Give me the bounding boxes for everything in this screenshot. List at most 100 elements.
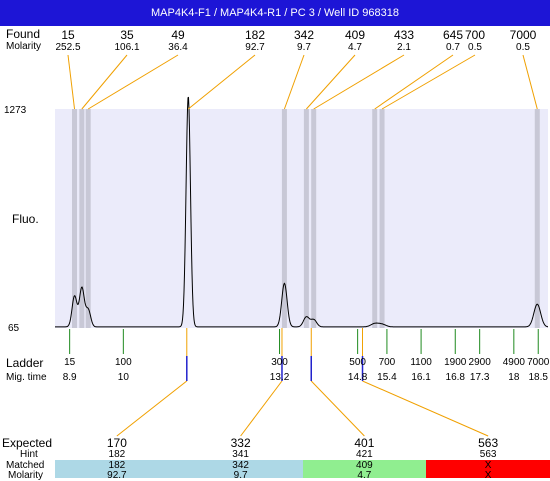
found-connector-342 <box>283 54 305 110</box>
expected-size-170: 170 <box>106 436 127 450</box>
found-connector-409 <box>306 54 356 110</box>
ladder-time-500: 14.8 <box>347 372 368 383</box>
found-size-645: 645 <box>442 28 464 42</box>
expected-label: Expected <box>2 436 53 450</box>
found-connector-433 <box>313 54 405 110</box>
peak-band-409 <box>303 109 309 328</box>
expected-size-332: 332 <box>230 436 251 450</box>
ladder-time-2900: 17.3 <box>469 372 490 383</box>
matched-status-band <box>55 460 550 478</box>
y-max-tick: 1273 <box>4 105 27 116</box>
peak-band-645 <box>372 109 378 328</box>
ladder-size-1900: 1900 <box>444 357 467 368</box>
found-connector-49 <box>87 54 179 110</box>
mig-time-label: Mig. time <box>6 372 47 383</box>
ladder-time-15: 8.9 <box>62 372 77 383</box>
found-molarity-182: 92.7 <box>245 42 265 53</box>
found-size-15: 15 <box>61 28 75 42</box>
matched-size-563: X <box>484 460 492 471</box>
found-connector-7000 <box>522 54 538 110</box>
peak-band-49 <box>85 109 91 328</box>
found-connector-645 <box>374 54 454 110</box>
molarity-label: Molarity <box>6 41 42 52</box>
found-molarity-35: 106.1 <box>114 42 140 53</box>
peak-band-342 <box>281 109 287 328</box>
found-molarity-342: 9.7 <box>297 42 311 53</box>
matched-molarity-332: 9.7 <box>233 470 248 481</box>
found-label: Found <box>6 27 41 41</box>
peak-band-433 <box>311 109 317 328</box>
expected-connector-563 <box>362 380 489 437</box>
found-size-49: 49 <box>171 28 185 42</box>
fluorescence-trace <box>55 96 548 328</box>
matched-molarity-563: X <box>484 470 492 481</box>
found-connector-35 <box>81 54 128 110</box>
match-status-401 <box>302 460 427 478</box>
found-size-182: 182 <box>244 28 266 42</box>
ladder-size-500: 500 <box>349 357 366 368</box>
title-bar <box>0 0 550 26</box>
found-molarity-49: 36.4 <box>168 42 188 53</box>
matched-size-332: 342 <box>232 460 249 471</box>
expected-connector-170 <box>116 380 188 437</box>
ladder-size-100: 100 <box>114 357 132 368</box>
plot-area <box>55 109 548 328</box>
expected-size-401: 401 <box>354 436 375 450</box>
matched-molarity-170: 92.7 <box>107 470 127 481</box>
found-size-7000: 7000 <box>509 28 537 42</box>
ladder-size-7000: 7000 <box>527 357 550 368</box>
peak-band-35 <box>79 109 85 328</box>
peak-band-15 <box>72 109 78 328</box>
match-status-332 <box>178 460 303 478</box>
hint-size-401: 421 <box>356 449 373 460</box>
found-molarity-7000: 0.5 <box>516 42 530 53</box>
found-molarity-645: 0.7 <box>446 42 460 53</box>
found-size-35: 35 <box>120 28 134 42</box>
y-axis-label: Fluo. <box>12 212 39 226</box>
ladder-size-1100: 1100 <box>410 357 432 368</box>
ladder-size-700: 700 <box>378 357 396 368</box>
matched-label: Matched <box>6 460 45 471</box>
ladder-size-300: 300 <box>271 357 288 368</box>
ladder-time-700: 15.4 <box>377 372 397 383</box>
expected-connector-332 <box>240 380 283 437</box>
found-size-700: 700 <box>464 28 486 42</box>
found-molarity-409: 4.7 <box>348 42 362 53</box>
hint-size-563: 563 <box>479 449 497 460</box>
ladder-time-7000: 18.5 <box>528 372 548 383</box>
matched-size-401: 409 <box>356 460 373 471</box>
ladder-size-15: 15 <box>64 357 76 368</box>
hint-size-170: 182 <box>108 449 126 460</box>
found-molarity-433: 2.1 <box>397 42 411 53</box>
found-connector-700 <box>381 54 476 110</box>
found-molarity-15: 252.5 <box>55 42 81 53</box>
page-title: MAP4K4-F1 / MAP4K4-R1 / PC 3 / Well ID 9… <box>150 7 399 19</box>
peak-band-7000 <box>534 109 540 328</box>
hint-size-332: 341 <box>232 449 249 460</box>
ladder-size-4900: 4900 <box>502 357 525 368</box>
matched-molarity-401: 4.7 <box>357 470 372 481</box>
match-status-170 <box>55 460 179 478</box>
found-size-433: 433 <box>393 28 415 42</box>
ladder-time-300: 13.2 <box>269 372 290 383</box>
match-status-563 <box>426 460 550 478</box>
expected-connector-401 <box>310 380 365 437</box>
ladder-label: Ladder <box>6 356 44 370</box>
found-connector-15 <box>67 54 76 110</box>
molarity-bottom-label: Molarity <box>8 470 44 481</box>
ladder-time-4900: 18 <box>508 372 520 383</box>
found-molarity-700: 0.5 <box>468 42 482 53</box>
expected-size-563: 563 <box>478 436 499 450</box>
ladder-time-1900: 16.8 <box>445 372 465 383</box>
ladder-time-100: 10 <box>117 372 129 383</box>
found-size-409: 409 <box>344 28 366 42</box>
found-size-342: 342 <box>293 28 315 42</box>
y-min-tick: 65 <box>8 323 20 334</box>
ladder-time-1100: 16.1 <box>411 372 431 383</box>
peak-band-700 <box>379 109 385 328</box>
hint-label: Hint <box>20 449 38 460</box>
ladder-size-2900: 2900 <box>468 357 491 368</box>
found-connector-182 <box>187 54 256 110</box>
matched-size-170: 182 <box>108 460 126 471</box>
